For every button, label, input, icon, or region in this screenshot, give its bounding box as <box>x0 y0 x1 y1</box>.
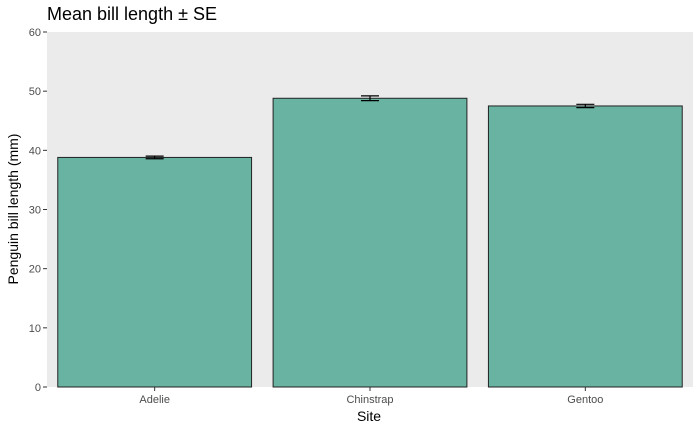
y-tick-label: 60 <box>29 27 41 39</box>
y-axis-title: Penguin bill length (mm) <box>5 134 21 285</box>
y-tick-label: 20 <box>29 264 41 276</box>
chart-title: Mean bill length ± SE <box>47 4 217 24</box>
bar-adelie <box>57 156 253 388</box>
error-bar-chinstrap <box>361 95 379 102</box>
x-axis: Adelie Chinstrap Gentoo <box>139 387 603 406</box>
y-tick-label: 10 <box>29 323 41 335</box>
bar-gentoo <box>487 105 683 388</box>
bar-chinstrap <box>272 97 468 388</box>
y-tick-label: 0 <box>35 382 41 394</box>
x-tick-label: Adelie <box>139 394 170 406</box>
x-tick-label: Chinstrap <box>346 394 393 406</box>
error-bar-adelie <box>145 155 164 160</box>
error-bars <box>145 95 595 160</box>
y-tick-label: 30 <box>29 205 41 217</box>
error-bar-gentoo <box>576 103 595 109</box>
y-tick-label: 50 <box>29 86 41 98</box>
x-tick-label: Gentoo <box>567 394 603 406</box>
y-axis: 0 10 20 30 40 50 60 <box>29 27 47 394</box>
x-axis-title: Site <box>357 408 381 424</box>
y-tick-label: 40 <box>29 145 41 157</box>
